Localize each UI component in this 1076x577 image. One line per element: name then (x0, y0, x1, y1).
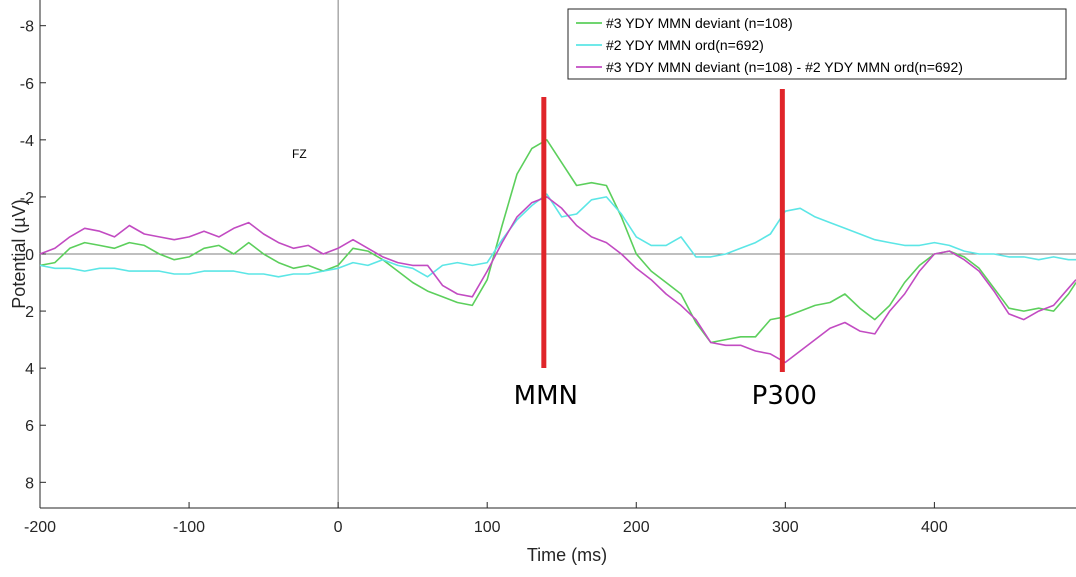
y-tick-label: -2 (20, 190, 34, 207)
y-tick-label: 2 (25, 304, 34, 321)
legend-entry-1: #3 YDY MMN deviant (n=108) (606, 15, 793, 31)
legend-box (567, 8, 1067, 80)
marker-label-p300: P300 (752, 381, 817, 411)
channel-label: FZ (292, 147, 307, 161)
x-tick-label: 300 (772, 519, 799, 536)
y-tick-label: 8 (25, 475, 34, 492)
x-tick-label: 0 (334, 519, 343, 536)
x-tick-label: 200 (623, 519, 650, 536)
series-line-1 (39, 139, 1076, 344)
legend-entry-3: #3 YDY MMN deviant (n=108) - #2 YDY MMN … (606, 59, 963, 75)
y-tick-label: -6 (20, 76, 34, 93)
legend-entry-2: #2 YDY MMN ord(n=692) (606, 37, 764, 53)
series-lines (39, 139, 1076, 364)
series-line-3 (39, 196, 1076, 364)
y-tick-label: -8 (20, 19, 34, 36)
x-axis-label: Time (ms) (527, 545, 607, 565)
y-tick-label: 6 (25, 418, 34, 435)
reference-lines (40, 0, 1076, 508)
series-line-2 (39, 193, 1076, 278)
legend: #3 YDY MMN deviant (n=108) #2 YDY MMN ord… (567, 8, 1067, 80)
y-tick-label: 4 (25, 361, 34, 378)
annotations: MMN P300 (514, 89, 817, 411)
y-tick-label: 0 (25, 247, 34, 264)
x-tick-label: 100 (474, 519, 501, 536)
y-axis-label: Potential (µV) (9, 199, 29, 308)
y-tick-label: -4 (20, 133, 34, 150)
marker-label-mmn: MMN (514, 381, 578, 411)
x-tick-label: -200 (24, 519, 56, 536)
x-tick-label: 400 (921, 519, 948, 536)
x-tick-label: -100 (173, 519, 205, 536)
